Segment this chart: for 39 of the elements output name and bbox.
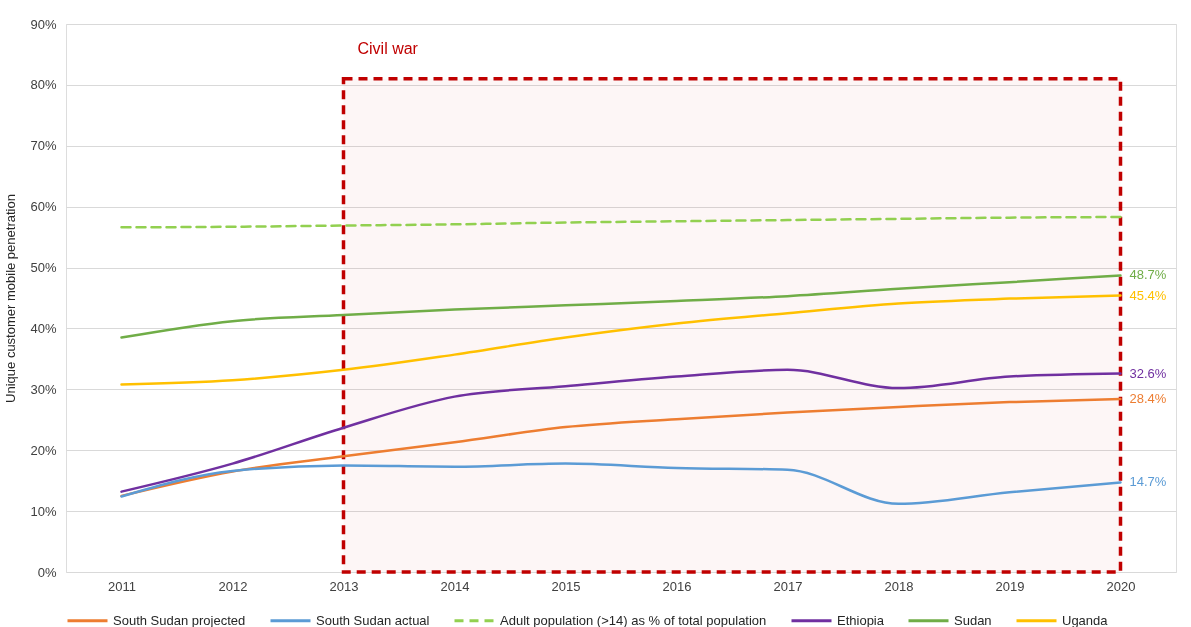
data-label: 48.7%	[1129, 267, 1167, 283]
y-tick-label: 60%	[30, 199, 57, 215]
y-tick-label: 90%	[30, 16, 57, 32]
legend-label: Sudan	[954, 612, 992, 627]
legend-label: South Sudan actual	[316, 612, 430, 627]
y-axis-title: Unique customer mobile penetration	[3, 194, 19, 403]
x-tick-label: 2013	[329, 578, 359, 594]
y-tick-label: 40%	[30, 320, 57, 336]
y-tick-label: 0%	[37, 564, 57, 580]
y-tick-label: 50%	[30, 260, 57, 276]
line-series	[120, 397, 1122, 498]
x-tick-label: 2014	[440, 578, 470, 594]
y-tick-label: 20%	[30, 442, 57, 458]
y-tick-label: 80%	[30, 77, 57, 93]
x-tick-label: 2017	[773, 578, 803, 594]
x-tick-label: 2016	[662, 578, 692, 594]
data-label: 28.4%	[1129, 391, 1167, 407]
band-label: Civil war	[357, 39, 419, 57]
x-tick-label: 2012	[218, 578, 248, 594]
legend-label: Uganda	[1062, 612, 1109, 627]
x-tick-label: 2011	[108, 578, 136, 594]
legend-label: Ethiopia	[837, 612, 885, 627]
data-label: 32.6%	[1129, 365, 1167, 381]
line-series	[120, 274, 1122, 339]
legend-label: South Sudan projected	[113, 612, 246, 627]
data-label: 14.7%	[1129, 474, 1167, 490]
line-series	[120, 294, 1122, 386]
data-label: 45.4%	[1129, 287, 1167, 303]
line-series	[120, 368, 1122, 493]
x-tick-label: 2018	[884, 578, 914, 594]
y-tick-label: 30%	[30, 381, 57, 397]
legend-label: Adult population (>14) as % of total population	[500, 612, 767, 627]
y-tick-label: 70%	[30, 138, 57, 154]
x-tick-label: 2019	[995, 578, 1025, 594]
line-series	[120, 215, 1122, 229]
x-tick-label: 2020	[1106, 578, 1136, 594]
line-series	[120, 462, 1122, 506]
x-tick-label: 2015	[551, 578, 581, 594]
y-tick-label: 10%	[30, 503, 57, 519]
